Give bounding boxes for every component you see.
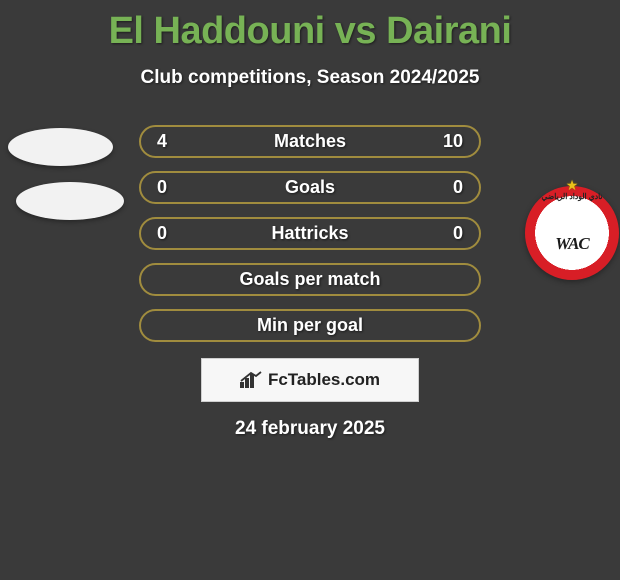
- page-title: El Haddouni vs Dairani: [0, 10, 620, 53]
- stat-row: Min per goal: [139, 309, 481, 342]
- stat-left: 0: [157, 223, 185, 244]
- stat-label: Goals per match: [185, 269, 435, 290]
- stat-row: 4 Matches 10: [139, 125, 481, 158]
- stat-label: Goals: [185, 177, 435, 198]
- wac-text: WAC: [555, 234, 589, 254]
- stat-label: Matches: [185, 131, 435, 152]
- subtitle: Club competitions, Season 2024/2025: [0, 67, 620, 89]
- stat-row: 0 Goals 0: [139, 171, 481, 204]
- date: 24 february 2025: [0, 418, 620, 440]
- wac-badge: ★ نادي الوداد الرياضي WAC: [525, 186, 619, 280]
- stat-row: 0 Hattricks 0: [139, 217, 481, 250]
- comparison-card: El Haddouni vs Dairani Club competitions…: [0, 10, 620, 580]
- stat-right: 0: [435, 223, 463, 244]
- wac-arc-text: نادي الوداد الرياضي: [529, 192, 615, 201]
- player2-club-logo: ★ نادي الوداد الرياضي WAC: [525, 186, 615, 276]
- player1-club1-logo: [8, 128, 113, 166]
- player1-club2-logo: [16, 182, 124, 220]
- stat-right: 0: [435, 177, 463, 198]
- stat-label: Min per goal: [185, 315, 435, 336]
- stat-left: 4: [157, 131, 185, 152]
- stat-right: 10: [435, 131, 463, 152]
- source-text: FcTables.com: [268, 370, 380, 390]
- stat-row: Goals per match: [139, 263, 481, 296]
- stat-left: 0: [157, 177, 185, 198]
- stat-label: Hattricks: [185, 223, 435, 244]
- source-badge[interactable]: FcTables.com: [201, 358, 419, 402]
- chart-icon: [240, 371, 262, 389]
